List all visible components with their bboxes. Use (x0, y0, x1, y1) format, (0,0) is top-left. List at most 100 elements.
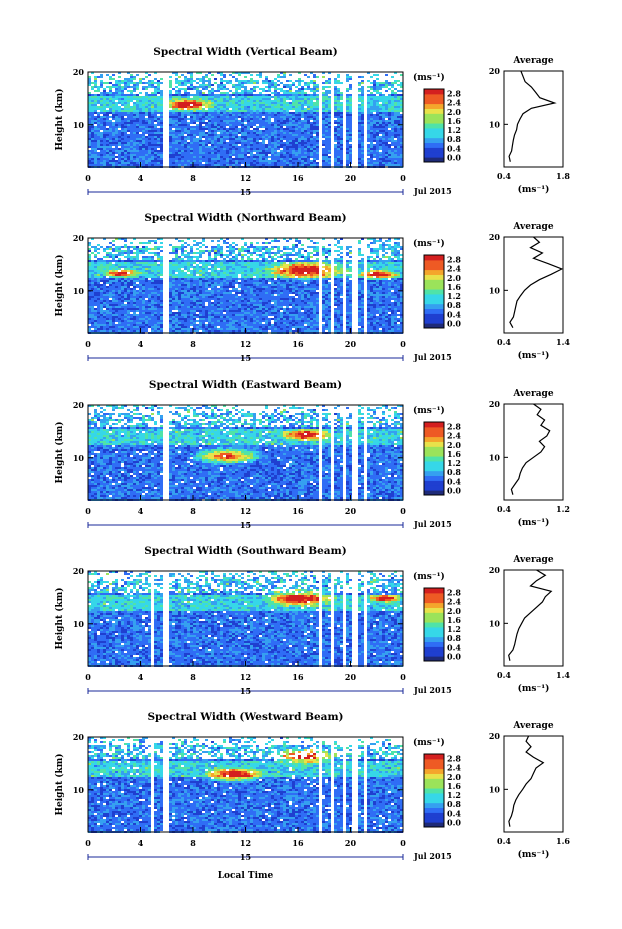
heatmap-cell (118, 296, 121, 298)
heatmap-cell (109, 148, 112, 150)
heatmap-cell (181, 142, 184, 144)
heatmap-cell (214, 158, 217, 160)
heatmap-cell (136, 122, 139, 124)
heatmap-cell (130, 146, 133, 148)
heatmap-cell (88, 162, 91, 164)
heatmap-cell (109, 122, 112, 124)
heatmap-cell (109, 296, 112, 298)
heatmap-cell (124, 288, 127, 290)
heatmap-cell (190, 122, 193, 124)
heatmap-cell (361, 142, 364, 144)
heatmap-cell (106, 144, 109, 146)
heatmap-cell (322, 118, 325, 120)
heatmap-cell (97, 306, 100, 308)
heatmap-cell (130, 276, 133, 278)
heatmap-cell (118, 120, 121, 122)
heatmap-cell (184, 156, 187, 158)
heatmap-cell (301, 162, 304, 164)
heatmap-cell (154, 94, 157, 96)
heatmap-cell (322, 128, 325, 130)
heatmap-cell (256, 126, 259, 128)
heatmap-cell (190, 120, 193, 122)
heatmap-cell (160, 140, 163, 142)
heatmap-cell (172, 126, 175, 128)
heatmap-cell (121, 294, 124, 296)
heatmap-cell (118, 322, 121, 324)
heatmap-cell (124, 162, 127, 164)
heatmap-cell (103, 144, 106, 146)
heatmap-cell (268, 86, 271, 88)
heatmap-cell (358, 152, 361, 154)
heatmap-cell (136, 82, 139, 84)
heatmap-cell (340, 120, 343, 122)
heatmap-cell (229, 100, 232, 102)
heatmap-cell (373, 84, 376, 86)
heatmap-cell (127, 146, 130, 148)
heatmap-cell (118, 318, 121, 320)
heatmap-cell (130, 288, 133, 290)
heatmap-cell (373, 154, 376, 156)
heatmap-cell (94, 98, 97, 100)
heatmap-cell (154, 136, 157, 138)
heatmap-cell (394, 106, 397, 108)
heatmap-cell (100, 276, 103, 278)
heatmap-cell (148, 240, 151, 242)
heatmap-cell (229, 128, 232, 130)
heatmap-cell (157, 98, 160, 100)
heatmap-cell (196, 94, 199, 96)
heatmap-cell (106, 264, 109, 266)
heatmap-cell (373, 130, 376, 132)
heatmap-cell (160, 108, 163, 110)
heatmap-cell (184, 106, 187, 108)
heatmap-cell (100, 292, 103, 294)
heatmap-cell (148, 266, 151, 268)
heatmap-cell (214, 114, 217, 116)
heatmap-cell (322, 124, 325, 126)
heatmap-cell (253, 130, 256, 132)
heatmap-cell (298, 110, 301, 112)
heatmap-cell (100, 320, 103, 322)
heatmap-cell (124, 252, 127, 254)
heatmap-cell (142, 98, 145, 100)
heatmap-cell (103, 106, 106, 108)
heatmap-cell (292, 82, 295, 84)
heatmap-cell (337, 110, 340, 112)
heatmap-cell (88, 262, 91, 264)
heatmap-cell (223, 148, 226, 150)
heatmap-cell (394, 120, 397, 122)
heatmap-cell (238, 120, 241, 122)
heatmap-cell (274, 114, 277, 116)
heatmap-cell (235, 160, 238, 162)
heatmap-cell (328, 126, 331, 128)
heatmap-cell (187, 110, 190, 112)
heatmap-cell (340, 128, 343, 130)
heatmap-cell (139, 106, 142, 108)
heatmap-cell (253, 114, 256, 116)
heatmap-cell (97, 162, 100, 164)
heatmap-cell (265, 114, 268, 116)
heatmap-cell (349, 160, 352, 162)
heatmap-cell (328, 134, 331, 136)
heatmap-cell (106, 104, 109, 106)
heatmap-cell (382, 114, 385, 116)
heatmap-cell (325, 156, 328, 158)
heatmap-cell (148, 242, 151, 244)
heatmap-cell (349, 96, 352, 98)
heatmap-cell (94, 142, 97, 144)
heatmap-cell (130, 96, 133, 98)
heatmap-cell (172, 112, 175, 114)
heatmap-cell (325, 130, 328, 132)
heatmap-cell (115, 282, 118, 284)
heatmap-cell (115, 142, 118, 144)
heatmap-cell (208, 146, 211, 148)
heatmap-cell (91, 296, 94, 298)
heatmap-cell (124, 278, 127, 280)
heatmap-cell (229, 126, 232, 128)
heatmap-cell (211, 96, 214, 98)
heatmap-cell (367, 124, 370, 126)
heatmap-cell (394, 102, 397, 104)
heatmap-cell (151, 282, 154, 284)
heatmap-cell (184, 100, 187, 102)
heatmap-cell (175, 98, 178, 100)
heatmap-cell (127, 326, 130, 328)
